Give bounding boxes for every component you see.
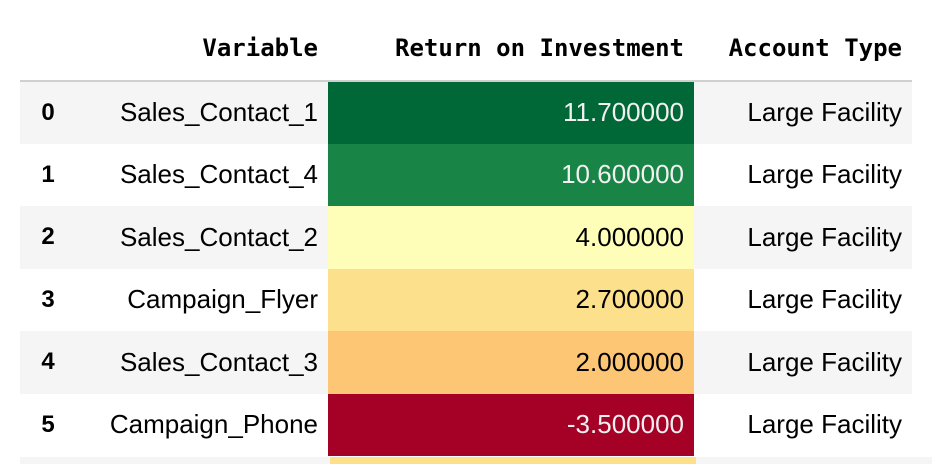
table-body: 0 Sales_Contact_1 11.700000 Large Facili… <box>20 81 912 456</box>
cell-account-type: Large Facility <box>747 284 902 315</box>
cell-roi: 2.000000 <box>328 331 694 394</box>
cell-account-type: Large Facility <box>747 409 902 440</box>
next-row-roi-cutoff <box>330 457 696 464</box>
cell-variable: Sales_Contact_2 <box>119 221 318 252</box>
row-index: 4 <box>41 348 55 376</box>
row-index: 0 <box>41 98 55 126</box>
cell-variable: Sales_Contact_1 <box>119 97 318 128</box>
header-account-type: Account Type <box>694 16 912 82</box>
header-return-on-investment: Return on Investment <box>328 16 694 82</box>
cell-variable: Sales_Contact_3 <box>119 346 318 377</box>
cell-roi: 4.000000 <box>328 206 694 269</box>
cell-account-type: Large Facility <box>747 97 902 128</box>
header-index-blank <box>20 16 76 82</box>
table-row: 2 Sales_Contact_2 4.000000 Large Facilit… <box>20 206 912 269</box>
header-variable: Variable <box>76 16 328 82</box>
row-index: 3 <box>41 285 55 313</box>
table-row: 4 Sales_Contact_3 2.000000 Large Facilit… <box>20 331 912 394</box>
row-index: 5 <box>41 410 55 438</box>
cell-variable: Sales_Contact_4 <box>119 159 318 190</box>
cell-account-type: Large Facility <box>747 346 902 377</box>
cell-variable: Campaign_Phone <box>109 409 318 440</box>
cell-roi: 2.700000 <box>328 268 694 331</box>
cell-account-type: Large Facility <box>747 159 902 190</box>
header-row: Variable Return on Investment Account Ty… <box>20 16 912 82</box>
table-row: 1 Sales_Contact_4 10.600000 Large Facili… <box>20 143 912 206</box>
cell-roi: 10.600000 <box>328 143 694 206</box>
table-row: 5 Campaign_Phone -3.500000 Large Facilit… <box>20 393 912 456</box>
table-row: 0 Sales_Contact_1 11.700000 Large Facili… <box>20 81 912 144</box>
row-index: 1 <box>41 160 55 188</box>
dataframe-table: Variable Return on Investment Account Ty… <box>20 16 912 456</box>
cell-variable: Campaign_Flyer <box>127 284 318 315</box>
table-header: Variable Return on Investment Account Ty… <box>20 16 912 82</box>
cell-roi: 11.700000 <box>328 81 694 144</box>
cell-roi: -3.500000 <box>328 393 694 456</box>
cell-account-type: Large Facility <box>747 221 902 252</box>
row-index: 2 <box>41 223 55 251</box>
table-row: 3 Campaign_Flyer 2.700000 Large Facility <box>20 268 912 331</box>
